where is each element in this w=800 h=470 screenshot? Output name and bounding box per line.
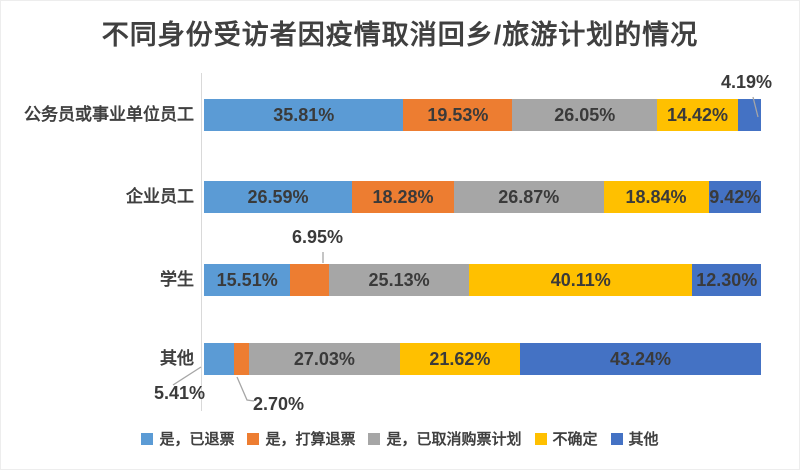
legend-item: 其他 xyxy=(610,428,659,449)
bar-segment-label: 21.62% xyxy=(429,349,491,369)
legend-item: 是，打算退票 xyxy=(247,428,355,449)
bar-segment: 18.84% xyxy=(603,181,709,213)
callout-label: 2.70% xyxy=(253,394,305,414)
bar-segment xyxy=(204,343,235,375)
legend-swatch xyxy=(141,432,154,445)
legend-label: 是，已取消购票计划 xyxy=(386,431,522,448)
bar-row: 35.81% 19.53% 26.05% 14.42% xyxy=(204,99,761,131)
bar-segment-label: 9.42% xyxy=(709,187,761,207)
category-label: 企业员工 xyxy=(126,187,194,206)
bar-segment: 18.28% xyxy=(352,181,454,213)
legend-swatch xyxy=(534,432,547,445)
bar-segment: 9.42% xyxy=(708,181,761,213)
bar-segment-label: 14.42% xyxy=(666,105,729,125)
bar-segment-label: 27.03% xyxy=(293,349,355,369)
bar-segment-label: 18.84% xyxy=(625,187,687,207)
bar-segment-label: 35.81% xyxy=(273,105,335,125)
legend-label: 是，打算退票 xyxy=(265,431,356,448)
leader-line xyxy=(236,376,255,402)
legend-swatch xyxy=(368,432,381,445)
axis-line xyxy=(201,73,202,411)
legend-label: 不确定 xyxy=(552,431,598,448)
bar-row: 15.51% 25.13% 40.11% 12.30% xyxy=(204,264,761,296)
legend-item: 不确定 xyxy=(534,428,598,449)
legend-label: 其他 xyxy=(628,431,659,448)
bar-segment-label: 26.59% xyxy=(247,187,309,207)
bar-segment: 43.24% xyxy=(520,343,761,375)
bar-segment: 19.53% xyxy=(403,99,513,131)
bar-segment-label: 26.87% xyxy=(498,187,560,207)
callout-label: 4.19% xyxy=(721,72,773,92)
bar-segment: 35.81% xyxy=(204,99,404,131)
category-label: 其他 xyxy=(160,349,194,368)
bar-segment-label: 18.28% xyxy=(372,187,434,207)
bar-row: 27.03% 21.62% 43.24% xyxy=(204,343,761,375)
bar-segment: 26.87% xyxy=(453,181,604,213)
legend-item: 是，已退票 xyxy=(141,428,234,449)
callout-label: 5.41% xyxy=(154,383,206,403)
callout-label: 6.95% xyxy=(292,227,344,247)
legend: 是，已退票 是，打算退票 是，已取消购票计划 不确定 其他 xyxy=(1,428,799,449)
bar-segment: 26.05% xyxy=(512,99,658,131)
legend-label: 是，已退票 xyxy=(159,431,235,448)
bar-segment: 25.13% xyxy=(329,264,470,296)
bar-segment-label: 26.05% xyxy=(554,105,616,125)
bar-segment: 40.11% xyxy=(469,264,693,296)
bar-row: 26.59% 18.28% 26.87% 18.84% 9.42% xyxy=(204,181,761,213)
category-label: 学生 xyxy=(160,270,194,289)
bar-segment-label: 15.51% xyxy=(216,270,278,290)
bar-segment-label: 12.30% xyxy=(696,270,758,290)
bar-segment-label: 19.53% xyxy=(427,105,489,125)
category-label: 公务员或事业单位员工 xyxy=(24,105,194,124)
bar-segment: 26.59% xyxy=(204,181,353,213)
bar-segment xyxy=(234,343,250,375)
bar-segment-label: 43.24% xyxy=(610,349,672,369)
legend-swatch xyxy=(610,432,623,445)
chart-title: 不同身份受访者因疫情取消回乡/旅游计划的情况 xyxy=(101,20,699,50)
bar-segment-label: 40.11% xyxy=(550,270,611,290)
bar-segment: 15.51% xyxy=(204,264,291,296)
bar-segment: 14.42% xyxy=(657,99,738,131)
legend-swatch xyxy=(247,432,260,445)
legend-item: 是，已取消购票计划 xyxy=(368,428,522,449)
bar-segment: 21.62% xyxy=(399,343,521,375)
bar-segment-label: 25.13% xyxy=(368,270,430,290)
bar-segment: 12.30% xyxy=(692,264,761,296)
bar-segment xyxy=(290,264,330,296)
bar-segment xyxy=(737,99,761,131)
bar-segment: 27.03% xyxy=(249,343,400,375)
